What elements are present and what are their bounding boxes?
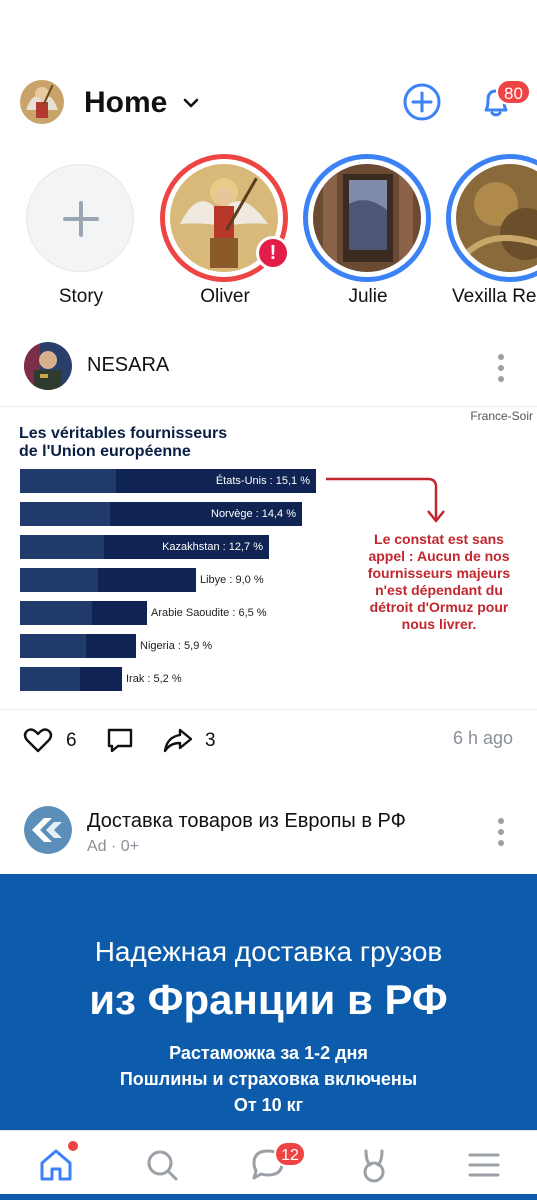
bar-segment: [20, 469, 116, 493]
alert-icon: !: [256, 236, 290, 270]
more-options-icon[interactable]: [489, 812, 513, 852]
notifications-badge: 80: [496, 79, 531, 105]
messages-badge: 12: [274, 1141, 306, 1167]
image-title-line2: de l'Union européenne: [19, 443, 191, 460]
bar-fill: [98, 568, 196, 592]
bar-segment: [20, 601, 92, 625]
bar-label: Arabie Saoudite : 6,5 %: [151, 607, 267, 619]
bar-label: États-Unis : 15,1 %: [215, 475, 310, 487]
image-note: Le constat est sans appel : Aucun de nos…: [367, 531, 511, 632]
bar-segment: [20, 568, 98, 592]
bar-segment: [20, 634, 86, 658]
profile-avatar[interactable]: [20, 80, 64, 124]
image-source-label: France-Soir: [470, 409, 533, 423]
menu-icon[interactable]: [464, 1145, 504, 1185]
bar-row: Libye : 9,0 %: [20, 568, 520, 592]
ad-banner-details: Растаможка за 1-2 дня Пошлины и страховк…: [0, 1040, 537, 1118]
bar-fill: [104, 535, 269, 559]
post-image[interactable]: France-Soir Les véritables fournisseurs …: [0, 406, 537, 710]
post-actions: 6 3 6 h ago: [0, 718, 537, 762]
heart-icon[interactable]: [22, 724, 54, 756]
bar-fill: [110, 502, 302, 526]
story-add-circle[interactable]: [26, 164, 134, 272]
create-post-icon[interactable]: [402, 82, 442, 122]
bunny-icon[interactable]: [354, 1145, 394, 1185]
bar-label: Kazakhstan : 12,7 %: [162, 541, 263, 553]
page-title[interactable]: Home: [84, 86, 168, 119]
likes-count: 6: [66, 730, 77, 751]
bar-fill: [80, 667, 122, 691]
ad-header: Доставка товаров из Европы в РФ Ad · 0+: [0, 800, 537, 864]
story-ring[interactable]: [303, 154, 431, 282]
bottom-nav: 12: [0, 1130, 537, 1194]
bar-segment: [20, 535, 104, 559]
bar-row: Nigeria : 5,9 %: [20, 634, 520, 658]
ad-logo[interactable]: [24, 806, 72, 854]
home-unread-dot: [68, 1141, 78, 1151]
post-author-name[interactable]: NESARA: [87, 354, 170, 376]
ad-banner-detail: Пошлины и страховка включены: [119, 1069, 418, 1089]
top-header: Home 80: [0, 70, 537, 136]
arrow-icon: [326, 477, 445, 523]
bar-segment: [20, 502, 110, 526]
story-vexilla[interactable]: Vexilla Re: [446, 150, 537, 310]
ad-label: Ad · 0+: [87, 838, 140, 855]
post-author-avatar[interactable]: [24, 342, 72, 390]
chevron-down-icon[interactable]: [180, 92, 202, 114]
bar-row: États-Unis : 15,1 %: [20, 469, 520, 493]
bar-fill: [86, 634, 136, 658]
bar-segment: [20, 667, 80, 691]
ad-title[interactable]: Доставка товаров из Европы в РФ: [87, 810, 406, 832]
image-title: Les véritables fournisseurs de l'Union e…: [19, 425, 279, 461]
ad-banner-detail: Растаможка за 1-2 дня: [169, 1043, 368, 1063]
bar-label: Irak : 5,2 %: [126, 673, 182, 685]
bar-row: Norvège : 14,4 %: [20, 502, 520, 526]
post-header: NESARA: [0, 338, 537, 394]
story-thumbnail: [456, 164, 537, 272]
bar-fill: [116, 469, 316, 493]
more-options-icon[interactable]: [489, 348, 513, 388]
share-icon[interactable]: [162, 724, 194, 756]
story-label: Vexilla Re: [452, 286, 537, 307]
bar-row: Kazakhstan : 12,7 %: [20, 535, 520, 559]
image-title-line1: Les véritables fournisseurs: [19, 425, 228, 442]
comment-icon[interactable]: [104, 724, 136, 756]
shares-count: 3: [205, 730, 216, 751]
search-icon[interactable]: [142, 1145, 182, 1185]
story-thumbnail: [313, 164, 421, 272]
bar-row: Irak : 5,2 %: [20, 667, 520, 691]
bar-label: Norvège : 14,4 %: [211, 508, 296, 520]
story-add[interactable]: Story: [16, 150, 146, 310]
bar-row: Arabie Saoudite : 6,5 %: [20, 601, 520, 625]
bar-fill: [92, 601, 147, 625]
story-label: Oliver: [200, 286, 250, 307]
story-oliver[interactable]: ! Oliver: [160, 150, 290, 310]
bar-label: Libye : 9,0 %: [200, 574, 264, 586]
bottom-strip: [0, 1194, 537, 1200]
ad-banner[interactable]: Надежная доставка грузов из Франции в РФ…: [0, 874, 537, 1130]
ad-banner-headline: Надежная доставка грузов: [94, 936, 443, 967]
home-icon[interactable]: [36, 1145, 76, 1185]
story-ring[interactable]: [446, 154, 537, 282]
ad-banner-detail: От 10 кг: [233, 1095, 304, 1115]
story-julie[interactable]: Julie: [303, 150, 433, 310]
story-label: Julie: [348, 286, 388, 307]
bar-label: Nigeria : 5,9 %: [140, 640, 213, 652]
stories-row: Story ! Oliver: [0, 150, 537, 320]
plus-icon: [63, 201, 99, 237]
post-timestamp: 6 h ago: [452, 728, 513, 748]
ad-banner-title: из Франции в РФ: [89, 976, 448, 1023]
story-label: Story: [58, 286, 104, 307]
